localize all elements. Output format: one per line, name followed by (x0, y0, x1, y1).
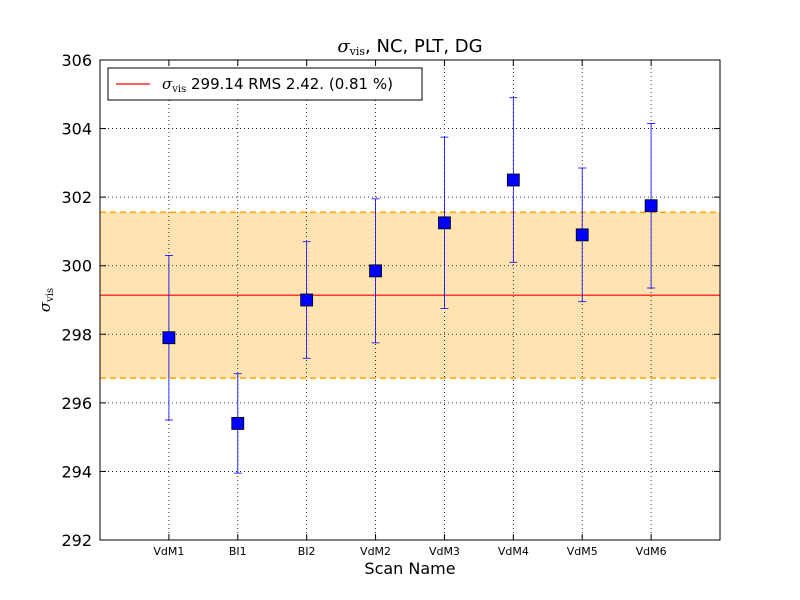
y-tick-label: 306 (61, 51, 92, 70)
legend: σvis 299.14 RMS 2.42. (0.81 %) (107, 67, 423, 101)
data-point (300, 293, 314, 307)
y-axis-label-symbol: σ (36, 301, 54, 312)
x-tick-label: VdM1 (153, 545, 184, 558)
y-axis-label: σvis (36, 288, 56, 312)
x-tick-label: VdM3 (429, 545, 460, 558)
plot-frame (99, 59, 721, 541)
y-tick-label: 294 (61, 462, 92, 481)
y-axis-ticks: 292 294 296 298 300 302 304 306 (61, 51, 720, 550)
legend-symbol: σ (162, 75, 173, 93)
y-tick-label: 296 (61, 394, 92, 413)
y-axis-label-subscript: vis (45, 288, 56, 303)
y-tick-label: 292 (61, 531, 92, 550)
legend-entry: σvis 299.14 RMS 2.42. (0.81 %) (162, 75, 393, 95)
y-tick-label: 302 (61, 188, 92, 207)
title-subscript: vis (349, 45, 366, 58)
chart-title: σvis, NC, PLT, DG (337, 36, 482, 58)
data-point (506, 173, 520, 187)
title-symbol: σ (337, 36, 350, 57)
x-tick-label: BI1 (229, 545, 247, 558)
y-tick-label: 298 (61, 325, 92, 344)
data-point (369, 264, 382, 278)
x-axis-ticks: VdM1 BI1 BI2 VdM2 VdM3 VdM4 VdM5 VdM6 (153, 60, 667, 558)
data-point (231, 417, 245, 430)
x-tick-label: VdM5 (567, 545, 598, 558)
y-tick-label: 300 (61, 257, 92, 276)
legend-subscript: vis (171, 84, 186, 95)
data-point (438, 216, 451, 230)
data-point (162, 331, 176, 345)
x-tick-label: VdM4 (498, 545, 529, 558)
x-axis-label: Scan Name (364, 559, 455, 578)
y-tick-label: 304 (61, 120, 92, 139)
title-text: , NC, PLT, DG (365, 36, 483, 57)
x-tick-label: VdM6 (636, 545, 667, 558)
x-tick-label: VdM2 (360, 545, 391, 558)
x-tick-label: BI2 (298, 545, 316, 558)
data-marks (162, 97, 658, 474)
legend-box (107, 67, 423, 101)
data-point (575, 228, 589, 242)
data-point (644, 199, 658, 213)
legend-text: 299.14 RMS 2.42. (0.81 %) (186, 75, 393, 93)
